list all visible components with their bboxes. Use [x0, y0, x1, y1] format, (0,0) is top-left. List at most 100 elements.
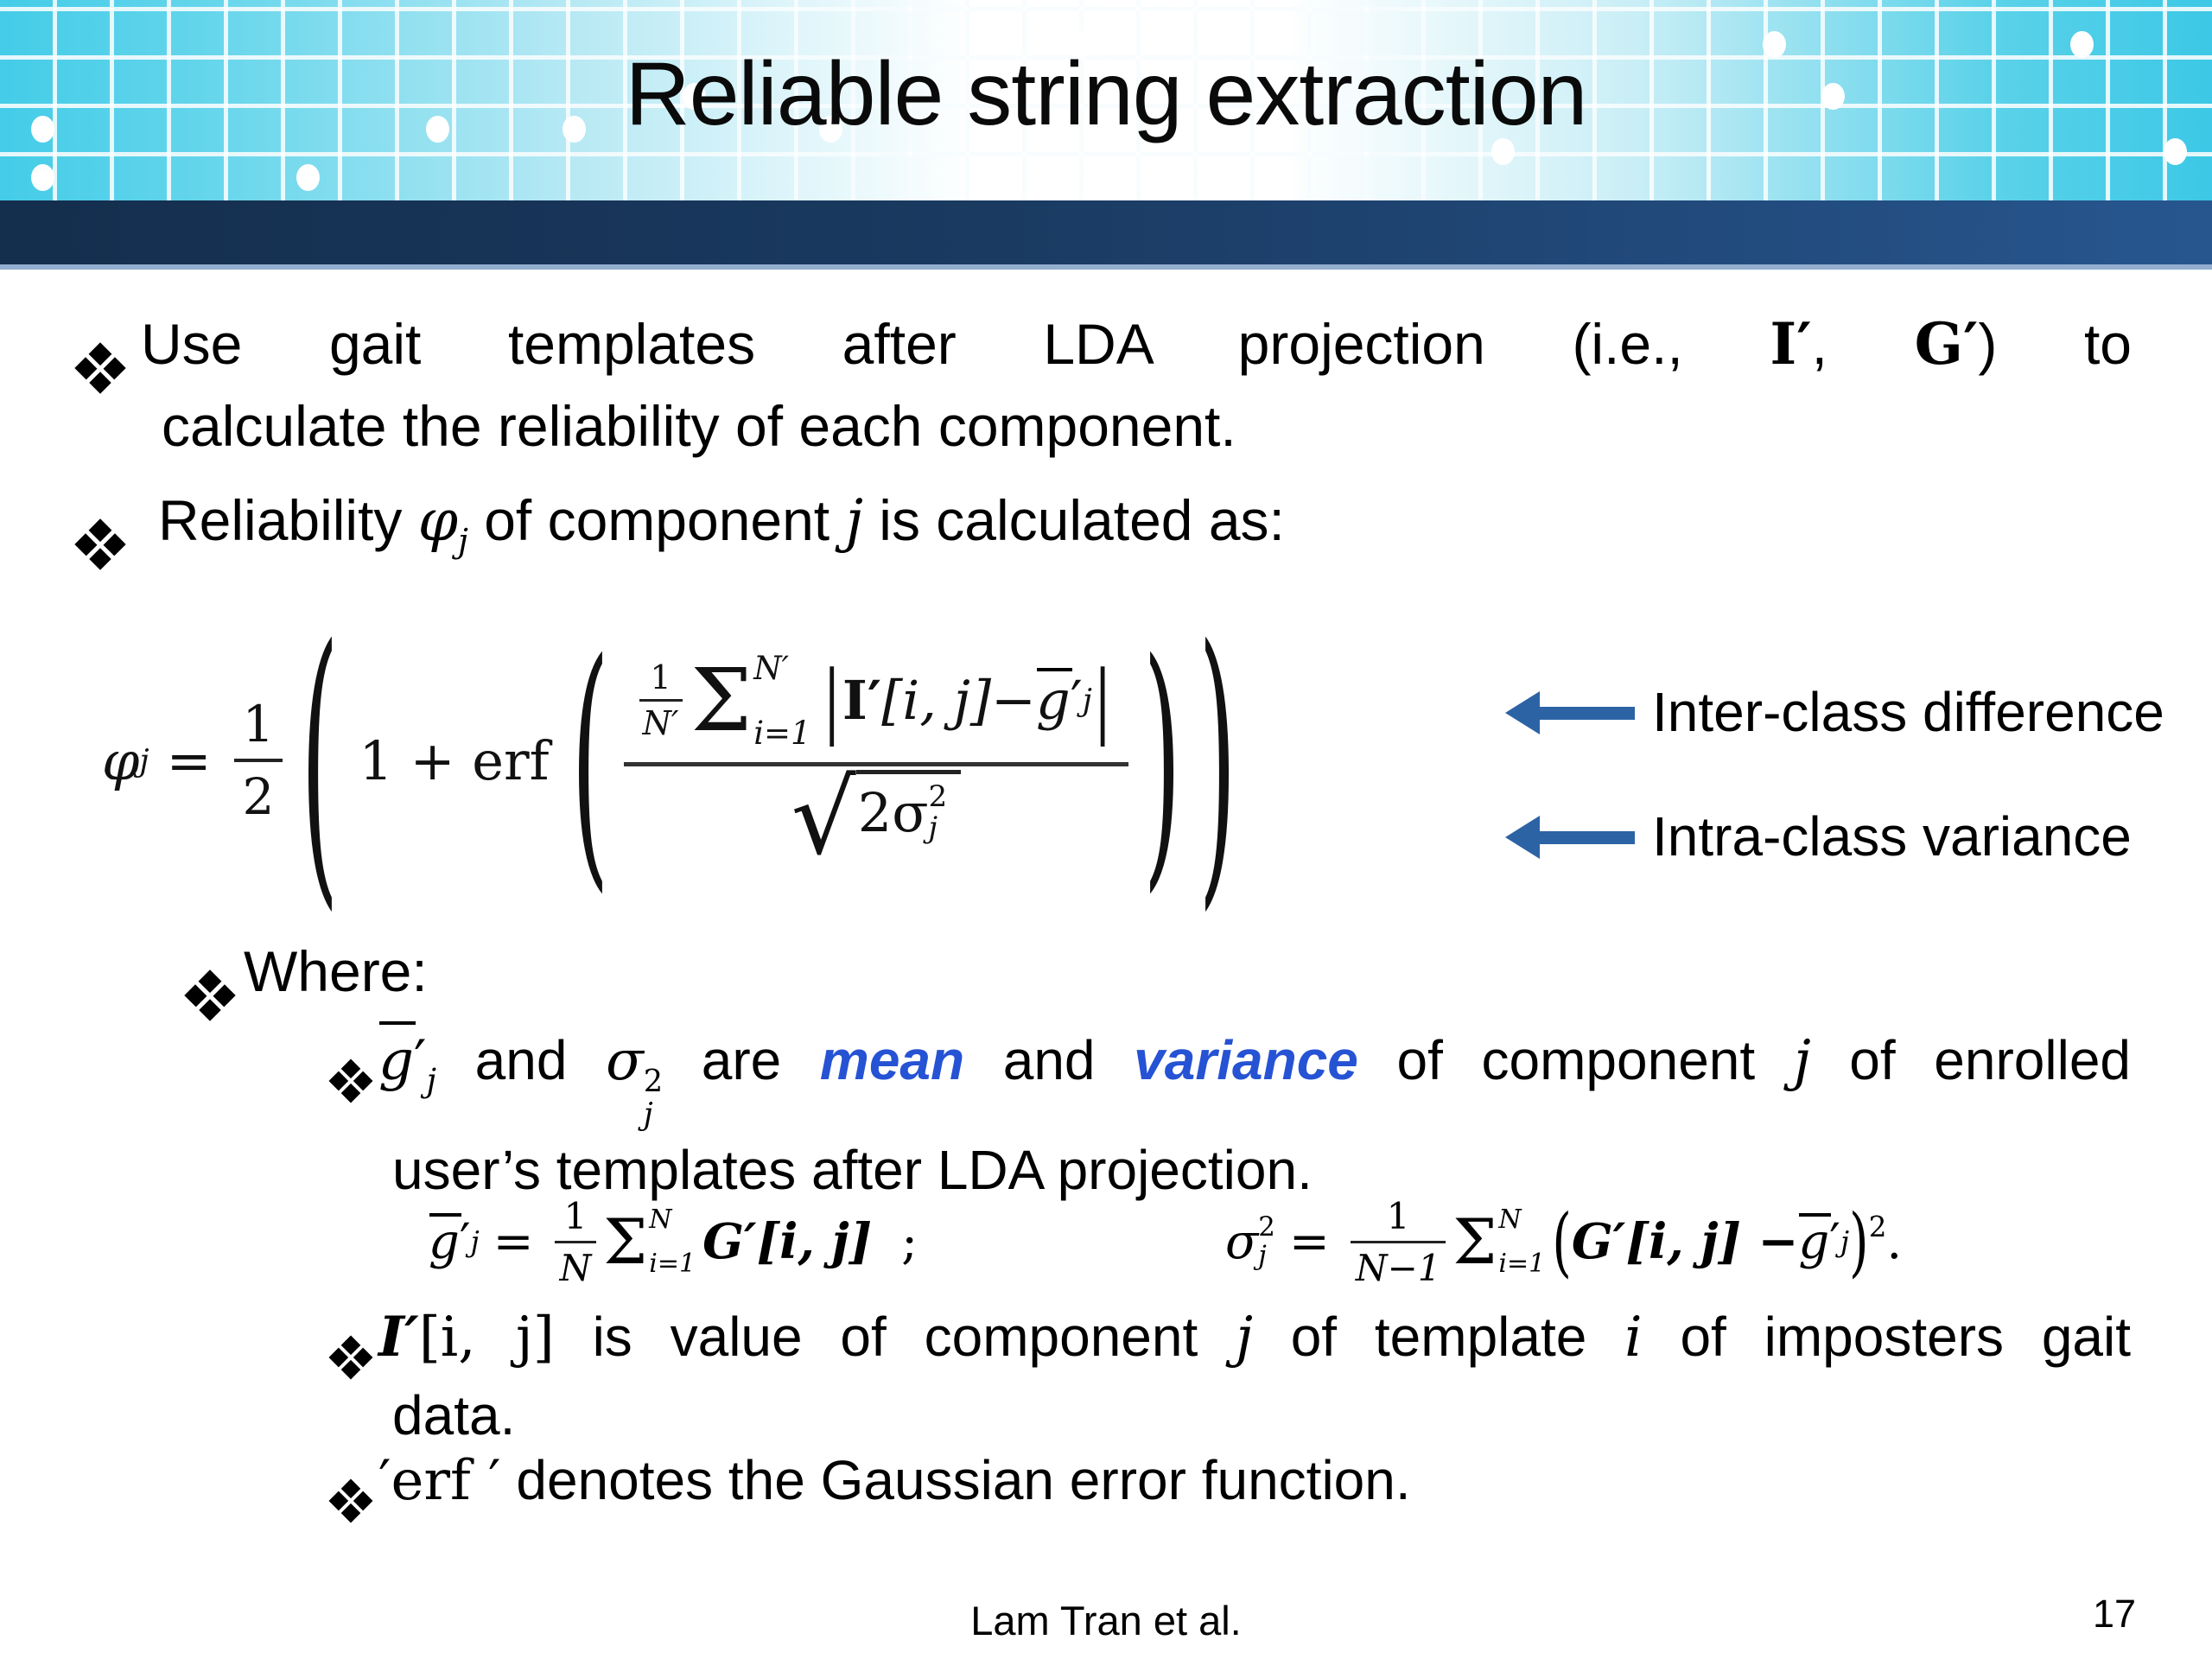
erf-term: ′erf ′ [378, 1449, 501, 1513]
math-j: j [845, 487, 863, 554]
text-run: Reliability [158, 488, 418, 552]
math-g-sub: j [1082, 683, 1092, 718]
sub-bullet-imposter: I′[i, j] is value of component j of temp… [328, 1298, 2131, 1454]
grid-dot [31, 116, 54, 143]
grid-dot [2164, 138, 2187, 165]
grid-dot [1491, 138, 1515, 165]
bullet-1-line-2: calculate the reliability of each compon… [162, 393, 1236, 458]
intra-class-arrow [1505, 816, 1635, 859]
fraction-one-over-N: 1 N [554, 1195, 597, 1289]
text-run: is calculated as: [862, 488, 1285, 552]
math-G-term: G′[i, j] − [1571, 1213, 1799, 1270]
inter-class-label: Inter-class difference [1652, 681, 2164, 743]
math-I-prime: I′ [842, 669, 882, 732]
arrow-stem [1535, 706, 1635, 720]
math-g-sub: j [470, 1225, 480, 1258]
lower-limit: i=1 [1498, 1249, 1546, 1279]
upper-limit: N′ [753, 649, 789, 687]
grid-dot [1267, 93, 1290, 120]
text-run: is value of component [554, 1306, 1236, 1368]
superscript-2: 2 [928, 779, 948, 814]
prime: ′ [413, 1029, 427, 1093]
numerator: 1 [650, 658, 671, 696]
big-paren-open: ( [301, 584, 340, 937]
summation-limits: N i=1 [649, 1205, 696, 1279]
radicand: 2σ 2 j [855, 769, 962, 845]
minus-sign: − [991, 669, 1036, 732]
math-G-prime: G′ [1914, 310, 1979, 378]
arrow-head-icon [1505, 691, 1540, 734]
math-sigma: σ [1225, 1213, 1259, 1270]
upper-limit: N [1498, 1205, 1522, 1235]
numerator: 1 [242, 695, 275, 753]
prime: ′ [1829, 1213, 1840, 1270]
prime: ′ [1070, 669, 1083, 732]
period: . [1886, 1213, 1903, 1270]
equals-sign: = [493, 1213, 534, 1270]
bullet-icon [74, 518, 126, 570]
lower-limit: i=1 [753, 714, 811, 752]
abs-bar: | [823, 653, 841, 747]
math-g-bar: g [1798, 1212, 1832, 1270]
sigma-scripts: 2 j [928, 779, 948, 845]
big-paren-close: ) [1198, 584, 1237, 937]
math-G-term: G′[i, j] [702, 1213, 873, 1270]
inter-class-arrow [1505, 691, 1635, 734]
grid-dot [563, 116, 586, 143]
sub-bullet-erf: ′erf ′ denotes the Gaussian error functi… [328, 1441, 2131, 1523]
main-fraction: 1 N′ Σ N′ i=1 | I′ [i, j] − g ′ j | √ 2σ [623, 650, 1129, 872]
page-number: 17 [2092, 1592, 2136, 1636]
text-run: , [1811, 312, 1915, 376]
math-phi: φ [102, 728, 140, 792]
grid-dot [819, 116, 842, 143]
paren-close: ) [1849, 1198, 1869, 1286]
math-g-sub: j [426, 1061, 437, 1099]
math-I-prime: I′ [378, 1305, 419, 1370]
math-index: [i, j] [881, 669, 992, 732]
lower-limit: i=1 [649, 1249, 696, 1279]
math-phi-sub: j [458, 522, 468, 562]
denominator: √ 2σ 2 j [791, 766, 962, 872]
math-i: i [1624, 1306, 1643, 1370]
grid-dot [296, 164, 320, 191]
bullet-icon [184, 969, 236, 1021]
superscript-2: 2 [1868, 1211, 1887, 1243]
bullet-2: Reliability φj of component j is calcula… [74, 480, 2132, 582]
summation: Σ N i=1 [603, 1205, 696, 1279]
grid-dot [426, 116, 449, 143]
math-g-bar: g [1036, 668, 1072, 732]
sigma-symbol: Σ [1452, 1205, 1497, 1278]
grid-dot [1821, 83, 1845, 110]
abs-bar: | [1093, 653, 1112, 747]
text-run: of component [1357, 1029, 1794, 1091]
text-run: and [436, 1029, 607, 1091]
text-run: ) to [1978, 312, 2133, 376]
mean-equation: g ′ j = 1 N Σ N i=1 G′[i, j] ; [429, 1195, 918, 1289]
grid-dot [2070, 31, 2094, 58]
math-sigma: σ [606, 1029, 644, 1093]
text-run: and [964, 1029, 1135, 1091]
summation: Σ N′ i=1 [691, 650, 811, 752]
superscript-2: 2 [643, 1064, 664, 1099]
mean-emphasis: mean [819, 1029, 965, 1091]
grid-dot [31, 164, 54, 191]
superscript-2: 2 [1258, 1211, 1275, 1243]
grid-dot [1763, 31, 1786, 58]
math-g-bar: g [378, 1021, 416, 1100]
divider-band [0, 200, 2212, 270]
summation-limits: N′ i=1 [753, 650, 810, 752]
fraction-one-over-N-1: 1 N−1 [1350, 1195, 1446, 1289]
denominator: N−1 [1350, 1240, 1446, 1289]
math-g-bar: g [429, 1212, 461, 1270]
subscript-j: j [643, 1096, 653, 1133]
math-index: [i, j] [418, 1306, 555, 1370]
math-j: j [1793, 1029, 1811, 1093]
text-run: denotes the Gaussian error function. [500, 1449, 1411, 1511]
